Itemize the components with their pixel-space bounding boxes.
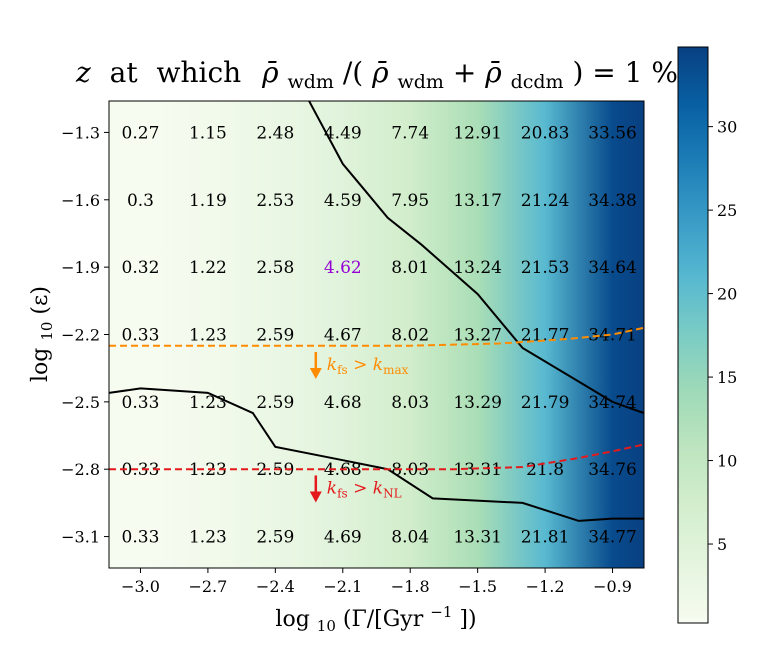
cell-label: 13.17: [453, 191, 502, 211]
y-tick-label: −1.3: [61, 123, 100, 142]
cell-label: 7.74: [391, 123, 429, 143]
cell-label: 21.53: [521, 258, 570, 278]
knl-annotation-label: kfs > kNL: [327, 478, 402, 500]
cell-label: 12.91: [453, 123, 502, 143]
cell-label: 34.77: [588, 528, 637, 548]
cell-label: 13.31: [453, 528, 502, 548]
contour-line-lower: [109, 387, 644, 522]
cell-label: 2.59: [256, 326, 294, 346]
cell-label: 4.68: [324, 460, 362, 480]
kmax-annotation-arrowhead-icon: [309, 367, 322, 379]
cell-label: 8.03: [391, 460, 429, 480]
cell-labels: 0.27 1.15 2.48 4.49 7.74 12.91 20.83 33.56 0.3 1.…: [122, 123, 637, 547]
cell-label: 1.23: [189, 460, 227, 480]
cell-label: 4.69: [324, 528, 362, 548]
cell-label: 34.64: [588, 258, 637, 278]
cell-label: 2.58: [256, 258, 294, 278]
knl-annotation-arrowhead-icon: [309, 491, 322, 503]
cell-label: 21.81: [521, 528, 570, 548]
cell-label: 2.59: [256, 460, 294, 480]
cell-label: 2.59: [256, 393, 294, 413]
x-tick-label: −3.0: [121, 577, 160, 596]
colorbar-tick-label: 15: [717, 368, 737, 387]
y-tick-label: −2.2: [61, 326, 100, 345]
cell-label: 2.53: [256, 191, 294, 211]
kmax-annotation-label: kfs > kmax: [327, 355, 409, 377]
colorbar-tick-label: 20: [717, 285, 737, 304]
cell-label: 8.04: [391, 528, 429, 548]
cell-label: 13.24: [453, 258, 502, 278]
y-axis-ticks: −1.3 −1.6 −1.9 −2.2 −2.5 −2.8 −3.1: [61, 123, 109, 547]
x-tick-label: −1.8: [391, 577, 430, 596]
cell-label: 20.83: [521, 123, 570, 143]
cell-label: 0.33: [122, 460, 160, 480]
cell-label: 1.22: [189, 258, 227, 278]
x-axis-label: log 10 (Γ/[Gyr −1 ]): [275, 598, 476, 637]
x-tick-label: −2.4: [256, 577, 295, 596]
x-tick-label: −1.2: [526, 577, 565, 596]
chart-title: z at which ρ̄ wdm /( ρ̄ wdm + ρ̄ dcdm ) …: [75, 56, 678, 95]
cell-label: 1.23: [189, 393, 227, 413]
cell-label: 0.27: [122, 123, 160, 143]
cell-label: 1.23: [189, 326, 227, 346]
cell-label: 4.67: [324, 326, 362, 346]
annotations: kfs > kmax kfs > kNL: [309, 351, 409, 503]
cell-label: 1.23: [189, 528, 227, 548]
kmax-dashed-line: [109, 326, 644, 347]
cell-label: 13.29: [453, 393, 502, 413]
colorbar-ticks: 5 10 15 20 25 30: [708, 118, 737, 554]
colorbar: [677, 46, 709, 624]
cell-label: 8.01: [391, 258, 429, 278]
highlight-cell-label: 4.62: [324, 258, 362, 278]
heatmap-area: [109, 101, 644, 568]
cell-label: 0.33: [122, 528, 160, 548]
y-tick-label: −1.9: [61, 258, 100, 277]
y-tick-label: −1.6: [61, 191, 100, 210]
cell-label: 1.15: [189, 123, 227, 143]
cell-label: 4.68: [324, 393, 362, 413]
x-tick-label: −2.1: [323, 577, 362, 596]
cell-label: 8.02: [391, 326, 429, 346]
colorbar-tick-label: 10: [717, 452, 737, 471]
cell-label: 7.95: [391, 191, 429, 211]
knl-dashed-line: [109, 443, 644, 471]
cell-label: 13.27: [453, 326, 502, 346]
cell-label: 33.56: [588, 123, 637, 143]
x-tick-label: −2.7: [188, 577, 227, 596]
x-tick-label: −1.5: [458, 577, 497, 596]
cell-label: 0.33: [122, 326, 160, 346]
cell-label: 4.49: [324, 123, 362, 143]
y-tick-label: −2.8: [61, 460, 100, 479]
cell-label: 2.48: [256, 123, 294, 143]
cell-label: 8.03: [391, 393, 429, 413]
cell-label: 34.38: [588, 191, 637, 211]
cell-label: 0.33: [122, 393, 160, 413]
y-axis-label: log 10 (ε): [28, 286, 58, 382]
cell-label: 2.59: [256, 528, 294, 548]
colorbar-tick-label: 5: [717, 535, 727, 554]
cell-label: 34.76: [588, 460, 637, 480]
cell-label: 1.19: [189, 191, 227, 211]
contour-lines: [109, 101, 644, 522]
cell-label: 4.59: [324, 191, 362, 211]
cell-label: 34.71: [588, 326, 637, 346]
colorbar-tick-label: 30: [717, 118, 737, 137]
y-tick-label: −2.5: [61, 393, 100, 412]
x-tick-label: −0.9: [593, 577, 632, 596]
contour-line-upper: [308, 101, 644, 415]
cell-label: 21.79: [521, 393, 570, 413]
cell-label: 21.8: [526, 460, 564, 480]
cell-label: 0.3: [127, 191, 154, 211]
colorbar-tick-label: 25: [717, 201, 737, 220]
cell-label: 21.24: [521, 191, 570, 211]
y-tick-label: −3.1: [61, 528, 100, 547]
x-axis-ticks: −3.0 −2.7 −2.4 −2.1 −1.8 −1.5 −1.2 −0.9: [121, 568, 632, 596]
cell-label: 13.31: [453, 460, 502, 480]
cell-label: 0.32: [122, 258, 160, 278]
